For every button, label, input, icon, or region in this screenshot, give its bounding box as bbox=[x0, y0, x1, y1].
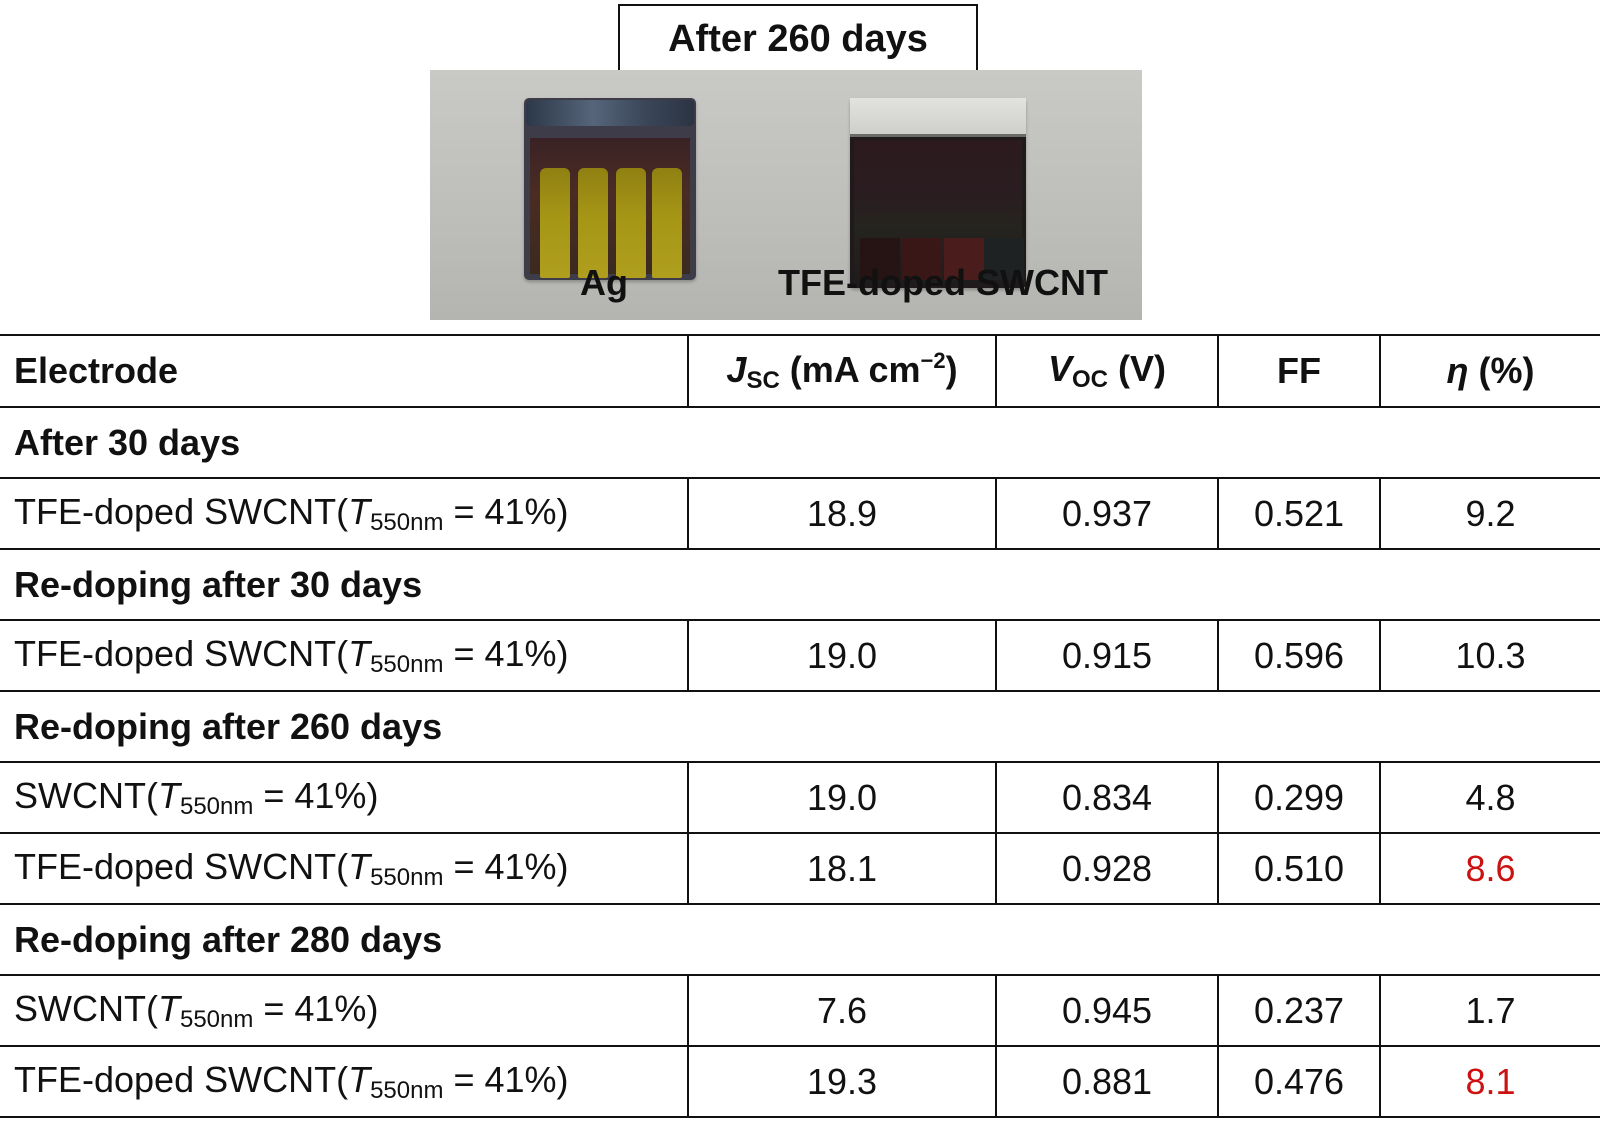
table-row: TFE-doped SWCNT(T550nm = 41%) 18.1 0.928… bbox=[0, 833, 1600, 905]
table-row: TFE-doped SWCNT(T550nm = 41%) 18.9 0.937… bbox=[0, 478, 1600, 550]
jsc-cell: 19.3 bbox=[687, 1046, 996, 1118]
header-voc: VOC (V) bbox=[995, 334, 1218, 408]
eta-cell: 9.2 bbox=[1379, 478, 1600, 550]
header-ff: FF bbox=[1217, 334, 1380, 408]
table-row: SWCNT(T550nm = 41%) 7.6 0.945 0.237 1.7 bbox=[0, 975, 1600, 1047]
ag-device-image bbox=[524, 98, 696, 280]
eta-cell: 10.3 bbox=[1379, 620, 1600, 692]
jsc-cell: 19.0 bbox=[687, 762, 996, 834]
ff-cell: 0.237 bbox=[1217, 975, 1380, 1047]
group-header: Re-doping after 260 days bbox=[0, 691, 1600, 763]
performance-table: Electrode JSC (mA cm−2) VOC (V) FF η (%)… bbox=[0, 334, 1600, 1118]
header-jsc: JSC (mA cm−2) bbox=[687, 334, 996, 408]
table-row: TFE-doped SWCNT(T550nm = 41%) 19.0 0.915… bbox=[0, 620, 1600, 692]
group-header: Re-doping after 280 days bbox=[0, 904, 1600, 976]
photo-label-ag: Ag bbox=[580, 262, 628, 303]
swcnt-device-image bbox=[850, 98, 1026, 288]
figure-title-text: After 260 days bbox=[668, 17, 928, 60]
electrode-cell: TFE-doped SWCNT(T550nm = 41%) bbox=[0, 1046, 688, 1118]
electrode-cell: SWCNT(T550nm = 41%) bbox=[0, 762, 688, 834]
voc-cell: 0.915 bbox=[995, 620, 1218, 692]
jsc-cell: 18.1 bbox=[687, 833, 996, 905]
device-photo: Ag TFE-doped SWCNT bbox=[430, 70, 1142, 320]
jsc-cell: 18.9 bbox=[687, 478, 996, 550]
table-row: TFE-doped SWCNT(T550nm = 41%) 19.3 0.881… bbox=[0, 1046, 1600, 1118]
ff-cell: 0.510 bbox=[1217, 833, 1380, 905]
photo-label-swcnt: TFE-doped SWCNT bbox=[778, 262, 1108, 303]
figure-title: After 260 days bbox=[618, 4, 978, 74]
table-row: SWCNT(T550nm = 41%) 19.0 0.834 0.299 4.8 bbox=[0, 762, 1600, 834]
eta-cell-highlight: 8.1 bbox=[1379, 1046, 1600, 1118]
electrode-cell: TFE-doped SWCNT(T550nm = 41%) bbox=[0, 478, 688, 550]
group-header: Re-doping after 30 days bbox=[0, 549, 1600, 621]
ff-cell: 0.521 bbox=[1217, 478, 1380, 550]
voc-cell: 0.945 bbox=[995, 975, 1218, 1047]
header-row: Electrode JSC (mA cm−2) VOC (V) FF η (%) bbox=[0, 334, 1600, 408]
eta-cell: 1.7 bbox=[1379, 975, 1600, 1047]
voc-cell: 0.937 bbox=[995, 478, 1218, 550]
group-header: After 30 days bbox=[0, 407, 1600, 479]
voc-cell: 0.928 bbox=[995, 833, 1218, 905]
ff-cell: 0.476 bbox=[1217, 1046, 1380, 1118]
ff-cell: 0.299 bbox=[1217, 762, 1380, 834]
jsc-cell: 7.6 bbox=[687, 975, 996, 1047]
voc-cell: 0.881 bbox=[995, 1046, 1218, 1118]
electrode-cell: TFE-doped SWCNT(T550nm = 41%) bbox=[0, 833, 688, 905]
voc-cell: 0.834 bbox=[995, 762, 1218, 834]
header-eta: η (%) bbox=[1379, 334, 1600, 408]
jsc-cell: 19.0 bbox=[687, 620, 996, 692]
ff-cell: 0.596 bbox=[1217, 620, 1380, 692]
eta-cell-highlight: 8.6 bbox=[1379, 833, 1600, 905]
header-electrode: Electrode bbox=[0, 334, 688, 408]
electrode-cell: SWCNT(T550nm = 41%) bbox=[0, 975, 688, 1047]
eta-cell: 4.8 bbox=[1379, 762, 1600, 834]
electrode-cell: TFE-doped SWCNT(T550nm = 41%) bbox=[0, 620, 688, 692]
